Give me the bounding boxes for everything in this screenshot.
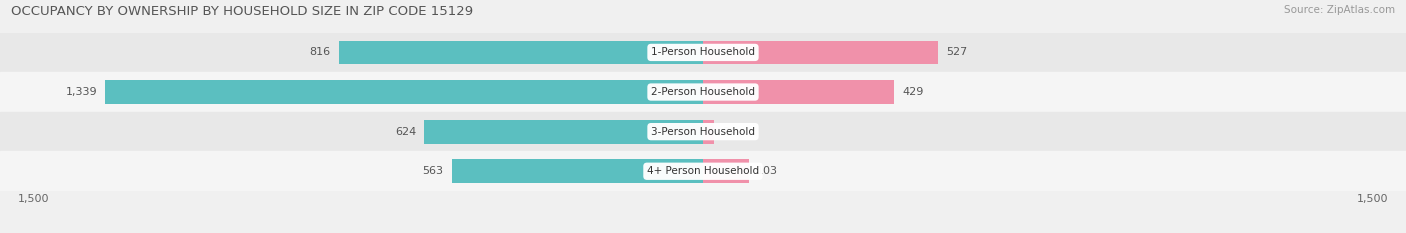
- Bar: [703, 41, 938, 64]
- Bar: [451, 159, 703, 183]
- Bar: [0, 151, 1406, 191]
- Text: 624: 624: [395, 127, 416, 137]
- Bar: [105, 80, 703, 104]
- Bar: [425, 120, 703, 144]
- Text: 103: 103: [756, 166, 778, 176]
- Text: OCCUPANCY BY OWNERSHIP BY HOUSEHOLD SIZE IN ZIP CODE 15129: OCCUPANCY BY OWNERSHIP BY HOUSEHOLD SIZE…: [11, 5, 474, 18]
- Bar: [0, 112, 1406, 151]
- Text: 816: 816: [309, 48, 330, 57]
- Bar: [703, 159, 749, 183]
- Bar: [339, 41, 703, 64]
- Bar: [703, 120, 714, 144]
- Bar: [703, 80, 894, 104]
- Text: 429: 429: [903, 87, 924, 97]
- Bar: [0, 72, 1406, 112]
- Text: 1,339: 1,339: [66, 87, 97, 97]
- Text: 24: 24: [721, 127, 735, 137]
- Text: Source: ZipAtlas.com: Source: ZipAtlas.com: [1284, 5, 1395, 15]
- Text: 563: 563: [423, 166, 444, 176]
- Text: 2-Person Household: 2-Person Household: [651, 87, 755, 97]
- Bar: [0, 33, 1406, 72]
- Text: 527: 527: [946, 48, 967, 57]
- Text: 4+ Person Household: 4+ Person Household: [647, 166, 759, 176]
- Text: 1-Person Household: 1-Person Household: [651, 48, 755, 57]
- Text: 3-Person Household: 3-Person Household: [651, 127, 755, 137]
